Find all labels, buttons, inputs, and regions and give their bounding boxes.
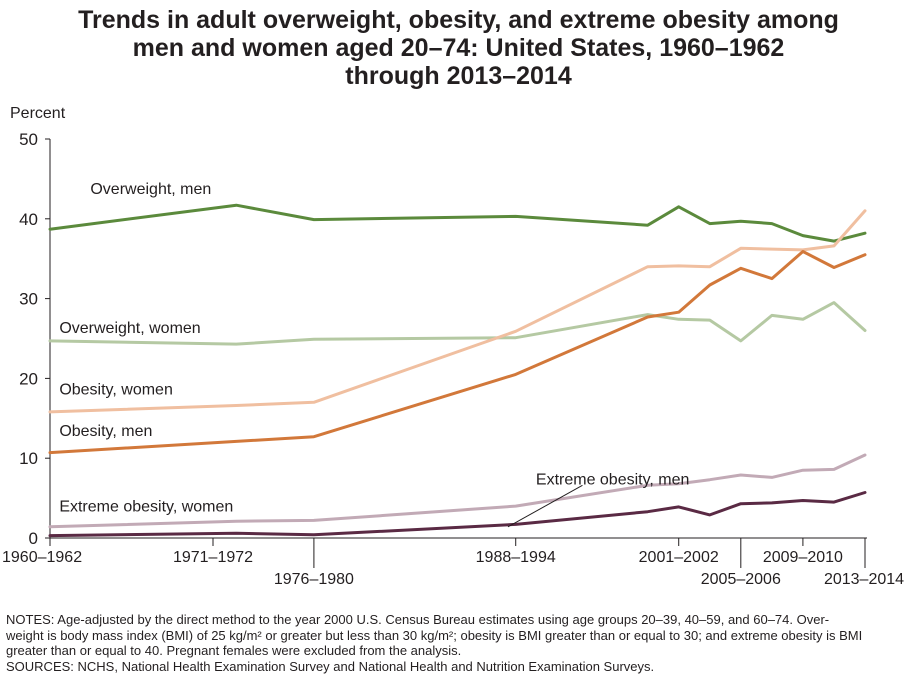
series-line-overweight-women — [48, 301, 867, 346]
x-tick-label: 2009–2010 — [763, 549, 843, 566]
sources-line: SOURCES: NCHS, National Health Examinati… — [6, 658, 655, 674]
series-label: Overweight, men — [90, 181, 211, 198]
y-tick-label: 40 — [19, 210, 38, 229]
y-tick-label: 20 — [19, 369, 38, 388]
title-line-2: men and women aged 20–74: United States,… — [132, 34, 785, 62]
notes-block: NOTES: Age-adjusted by the direct method… — [6, 612, 911, 674]
x-tick-label: 1988–1994 — [476, 549, 556, 566]
notes-line-2: weight is body mass index (BMI) of 25 kg… — [6, 627, 863, 643]
series-line-obesity-men — [48, 250, 867, 455]
series-label: Extreme obesity, men — [536, 472, 690, 489]
series-label: Overweight, women — [59, 320, 200, 337]
series-line-obesity-women — [48, 209, 867, 414]
x-tick-label: 1976–1980 — [274, 571, 354, 588]
series-label: Extreme obesity, women — [59, 499, 233, 516]
series-line-extreme-obesity-women — [48, 453, 867, 529]
y-tick-label: 10 — [19, 449, 38, 468]
y-tick-label: 0 — [29, 529, 38, 548]
title-line-3: through 2013–2014 — [345, 62, 572, 90]
notes-line-3: greater than or equal to 40. Pregnant fe… — [6, 643, 462, 658]
series-label: Obesity, men — [59, 423, 152, 440]
x-tick-label: 1960–1962 — [2, 549, 82, 566]
title-line-1: Trends in adult overweight, obesity, and… — [78, 6, 839, 34]
y-tick-label: 50 — [19, 130, 38, 149]
series-line-overweight-men — [48, 203, 867, 243]
x-tick-label: 2001–2002 — [639, 549, 719, 566]
label-leader-line — [507, 484, 583, 528]
line-chart: Percent 0 10 20 30 40 50 1960–1962 1971–1972 197… — [2, 105, 904, 588]
series-line-extreme-obesity-men — [48, 491, 867, 538]
y-axis-title: Percent — [10, 105, 66, 122]
y-tick-label: 30 — [19, 290, 38, 309]
chart-title: Trends in adult overweight, obesity, and… — [0, 6, 917, 90]
series-label: Obesity, women — [59, 381, 173, 398]
x-tick-label: 2013–2014 — [824, 571, 904, 588]
notes-line-1: NOTES: Age-adjusted by the direct method… — [6, 612, 830, 627]
x-tick-label: 1971–1972 — [173, 549, 253, 566]
x-tick-label: 2005–2006 — [701, 571, 781, 588]
